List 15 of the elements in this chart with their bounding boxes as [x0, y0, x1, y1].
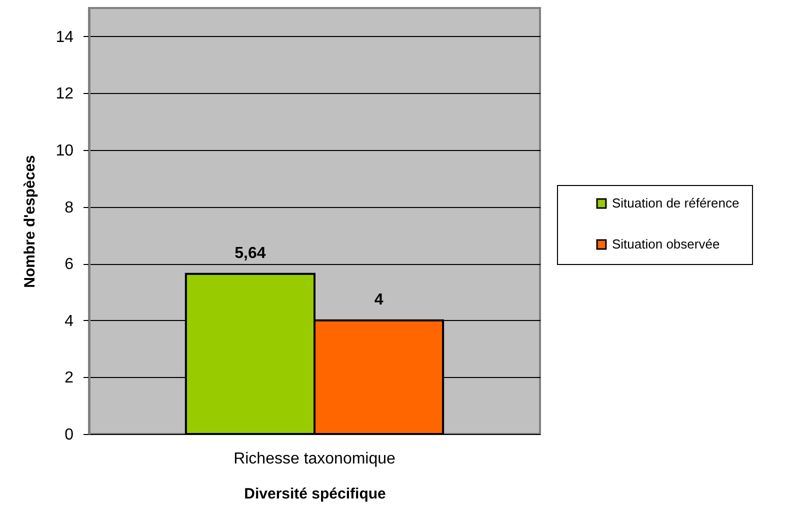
y-tick-label: 12 [56, 86, 74, 103]
y-axis-title: Nombre d'espèces [22, 155, 39, 288]
data-label: 5,64 [234, 244, 266, 262]
y-tick-label: 0 [64, 426, 74, 444]
y-tick-label: 8 [64, 199, 74, 216]
x-axis-title: Diversité spécifique [244, 486, 386, 502]
y-tick-label: 2 [64, 370, 74, 387]
legend-label: Situation de référence [612, 196, 740, 210]
y-tick-label: 10 [56, 142, 74, 160]
y-tick-label: 6 [64, 256, 74, 274]
legend-label: Situation observée [612, 236, 720, 252]
y-tick-label: 4 [64, 312, 74, 330]
data-label: 4 [374, 291, 384, 308]
y-tick-label: 14 [56, 28, 74, 46]
x-tick-label: Richesse taxonomique [234, 450, 396, 468]
